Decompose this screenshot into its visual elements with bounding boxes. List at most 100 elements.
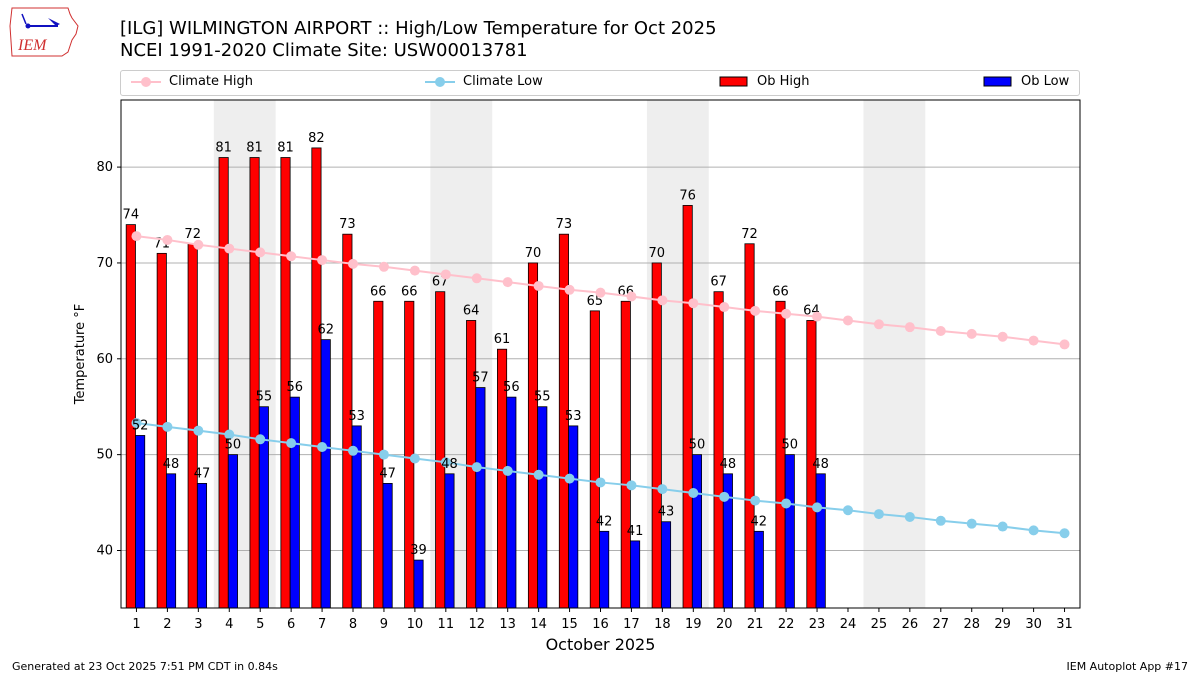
ob-low-label: 56 xyxy=(287,380,304,395)
ob-low-bar xyxy=(382,482,393,609)
ob-high-bar xyxy=(125,224,136,609)
ob-high-label: 65 xyxy=(587,294,604,309)
ob-low-bar xyxy=(196,482,208,609)
ob-low-bar xyxy=(227,454,238,609)
x-tick-label: 17 xyxy=(623,617,640,632)
x-tick-label: 30 xyxy=(1025,617,1042,632)
ob-low-bar xyxy=(289,396,300,609)
x-tick-label: 28 xyxy=(963,617,980,632)
climate-high-point xyxy=(595,287,606,298)
ob-low-label: 50 xyxy=(689,438,706,453)
x-tick-label: 10 xyxy=(407,617,424,632)
ob-high-bar xyxy=(249,157,260,609)
climate-low-point xyxy=(533,469,544,480)
climate-high-point xyxy=(286,251,297,262)
climate-low-point xyxy=(471,462,482,473)
y-tick-label: 60 xyxy=(96,352,113,367)
ob-low-label: 50 xyxy=(225,438,242,453)
x-tick-label: 18 xyxy=(654,617,671,632)
ob-high-bar xyxy=(187,243,198,609)
ob-low-bar xyxy=(413,559,424,609)
ob-high-label: 74 xyxy=(123,208,140,223)
ob-low-bar xyxy=(537,406,548,609)
climate-high-point xyxy=(193,239,204,250)
ob-high-label: 76 xyxy=(679,188,696,203)
x-tick-label: 16 xyxy=(592,617,609,632)
legend-marker-ob-low xyxy=(983,76,1012,86)
climate-low-point xyxy=(873,509,884,520)
footer-app: IEM Autoplot App #17 xyxy=(1066,660,1189,673)
climate-low-point xyxy=(595,477,606,488)
legend-item-climate-low: Climate Low xyxy=(425,74,543,89)
ob-high-label: 70 xyxy=(648,246,665,261)
ob-low-bar xyxy=(506,396,517,609)
climate-high-point xyxy=(781,308,792,319)
ob-low-label: 48 xyxy=(720,457,737,472)
ob-low-bar xyxy=(475,387,486,609)
legend-marker-ob-high xyxy=(719,76,748,86)
climate-low-point xyxy=(781,498,792,509)
climate-high-point xyxy=(719,302,730,313)
ob-low-label: 39 xyxy=(410,543,427,558)
ob-low-bar xyxy=(660,521,672,609)
climate-low-point xyxy=(1059,528,1070,539)
legend-item-ob-low: Ob Low xyxy=(983,74,1069,89)
ob-low-label: 52 xyxy=(132,418,149,433)
ob-low-bar xyxy=(753,530,764,609)
iem-logo: IEM xyxy=(9,7,79,57)
ob-high-label: 72 xyxy=(184,227,201,242)
climate-low-point xyxy=(286,438,297,449)
ob-high-label: 81 xyxy=(215,141,232,156)
ob-low-label: 56 xyxy=(503,380,520,395)
legend-item-climate-high: Climate High xyxy=(131,74,253,89)
climate-low-point xyxy=(378,449,389,460)
x-tick-label: 25 xyxy=(871,617,888,632)
ob-high-bar xyxy=(682,205,693,609)
climate-high-point xyxy=(409,265,420,276)
ob-low-bar xyxy=(320,339,331,609)
y-tick-label: 70 xyxy=(96,256,113,271)
chart-legend: Climate High Climate Low Ob High Ob Low xyxy=(120,70,1080,96)
x-tick-label: 12 xyxy=(468,617,485,632)
chart-title: [ILG] WILMINGTON AIRPORT :: High/Low Tem… xyxy=(120,18,717,39)
climate-low-point xyxy=(812,502,823,513)
ob-high-label: 67 xyxy=(710,275,727,290)
x-tick-label: 4 xyxy=(225,617,233,632)
ob-high-bar xyxy=(744,243,755,609)
ob-low-label: 48 xyxy=(163,457,180,472)
climate-high-point xyxy=(564,284,575,295)
ob-high-bar xyxy=(620,300,631,609)
ob-high-label: 81 xyxy=(277,141,294,156)
x-tick-label: 24 xyxy=(840,617,857,632)
weekend-band xyxy=(863,100,926,608)
climate-low-point xyxy=(904,511,915,522)
ob-low-label: 47 xyxy=(194,466,211,481)
ob-high-label: 73 xyxy=(556,217,573,232)
chart-subtitle: NCEI 1991-2020 Climate Site: USW00013781 xyxy=(120,40,528,61)
climate-high-point xyxy=(1028,335,1039,346)
y-axis-label: Temperature °F xyxy=(73,304,88,405)
climate-high-point xyxy=(378,261,389,272)
ob-low-bar xyxy=(815,473,826,609)
climate-low-point xyxy=(255,434,266,445)
y-tick-label: 50 xyxy=(96,448,113,463)
ob-low-label: 48 xyxy=(441,457,458,472)
ob-high-bar xyxy=(589,310,600,609)
climate-low-point xyxy=(317,441,328,452)
x-axis-label: October 2025 xyxy=(546,635,656,654)
x-tick-label: 26 xyxy=(902,617,919,632)
legend-marker-climate-low xyxy=(425,76,455,87)
climate-high-point xyxy=(224,243,235,254)
climate-low-point xyxy=(348,445,359,456)
climate-low-point xyxy=(193,425,204,436)
legend-label: Ob Low xyxy=(1021,74,1070,89)
ob-low-label: 50 xyxy=(781,438,798,453)
climate-high-point xyxy=(317,255,328,266)
legend-item-ob-high: Ob High xyxy=(719,74,810,89)
climate-low-point xyxy=(564,473,575,484)
ob-high-label: 66 xyxy=(772,284,789,299)
x-tick-label: 23 xyxy=(809,617,826,632)
ob-high-bar xyxy=(713,291,724,609)
ob-high-label: 70 xyxy=(525,246,542,261)
